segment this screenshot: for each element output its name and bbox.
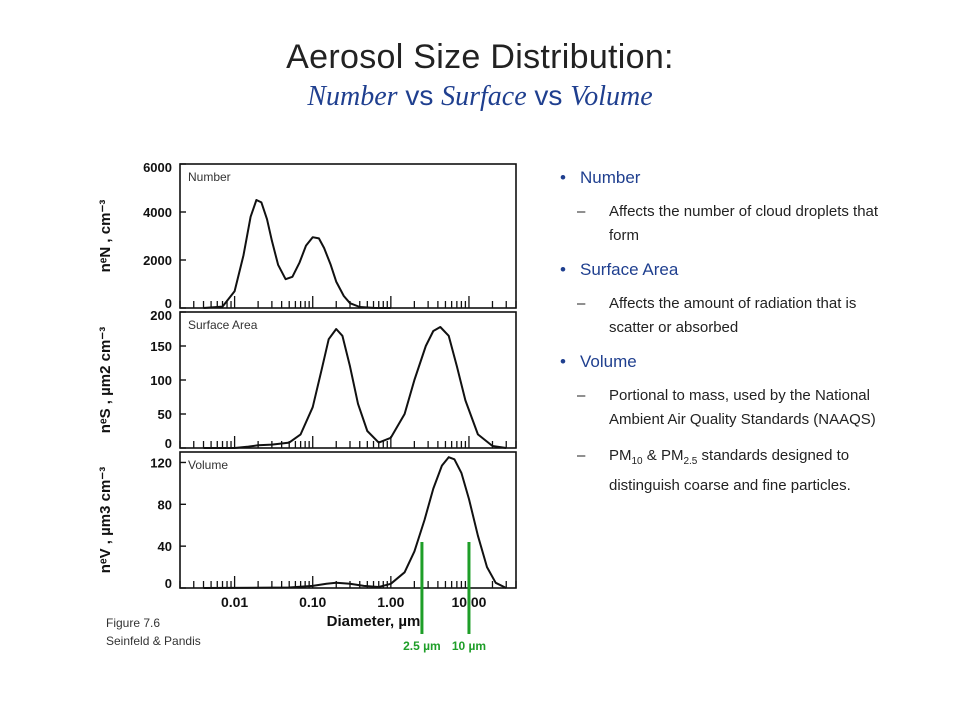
- page-title: Aerosol Size Distribution:: [286, 38, 674, 76]
- y-tick-label: 4000: [143, 205, 172, 220]
- y-tick-label: 0: [165, 296, 172, 311]
- y-tick-label: 2000: [143, 253, 172, 268]
- caption-line-2: Seinfeld & Pandis: [106, 634, 201, 648]
- page-subtitle: Number vs Surface vs Volume: [0, 80, 960, 113]
- y-tick-label: 100: [150, 373, 172, 388]
- pm-text-3: standards designed to distinguish coarse…: [609, 447, 851, 494]
- y-axis-label: nᵉN , cm⁻³: [97, 200, 114, 273]
- panel-label: Volume: [188, 458, 228, 472]
- bullet-volume: Volume: [560, 352, 890, 372]
- x-tick-label: 0.01: [221, 594, 248, 610]
- bullet-list: Number Affects the number of cloud dropl…: [560, 168, 890, 510]
- figure-caption: Figure 7.6 Seinfeld & Pandis: [106, 614, 201, 650]
- subtitle-surface: Surface: [441, 81, 527, 112]
- y-tick-label: 6000: [143, 160, 172, 175]
- sub-bullet-number: Affects the number of cloud droplets tha…: [577, 200, 890, 248]
- series-line-number: [203, 199, 391, 309]
- y-axis-label: nᵉV , µm3 cm⁻³: [97, 467, 114, 573]
- caption-line-1: Figure 7.6: [106, 616, 161, 630]
- subtitle-volume: Volume: [570, 81, 653, 112]
- pm25-subscript: 2.5: [683, 456, 698, 467]
- bullet-number: Number: [560, 168, 890, 188]
- panel-frame: [179, 163, 517, 309]
- y-tick-label: 0: [165, 576, 172, 591]
- y-tick-label: 120: [150, 455, 172, 470]
- panel-label: Number: [188, 170, 231, 184]
- subtitle-number: Number: [307, 81, 398, 112]
- y-tick-label: 150: [150, 339, 172, 354]
- panel-label: Surface Area: [188, 318, 258, 332]
- y-tick-label: 50: [158, 407, 172, 422]
- x-axis-label: Diameter, µm: [327, 613, 421, 630]
- bullet-surface-area: Surface Area: [560, 260, 890, 280]
- panel-frame: [179, 311, 517, 449]
- y-axis-label: nᵉS , µm2 cm⁻³: [97, 327, 114, 433]
- marker-label: 10 µm: [452, 639, 486, 653]
- y-tick-label: 200: [150, 308, 172, 323]
- pm-text-2: & PM: [642, 447, 684, 464]
- y-tick-label: 40: [158, 539, 172, 554]
- series-line-surface-area: [203, 326, 507, 449]
- sub-bullet-volume-mass: Portional to mass, used by the National …: [577, 384, 890, 432]
- sub-bullet-surface-area: Affects the amount of radiation that is …: [577, 292, 890, 340]
- panel-frame: [179, 451, 517, 589]
- x-tick-label: 0.10: [299, 594, 326, 610]
- pm10-subscript: 10: [631, 456, 643, 467]
- subtitle-vs-2: vs: [526, 80, 571, 111]
- y-tick-label: 80: [158, 497, 172, 512]
- y-tick-label: 0: [165, 436, 172, 451]
- x-tick-label: 1.00: [377, 594, 404, 610]
- sub-bullet-volume-pm: PM10 & PM2.5 standards designed to disti…: [577, 444, 890, 498]
- series-line-volume: [203, 456, 507, 589]
- pm-text-1: PM: [609, 447, 632, 464]
- subtitle-vs-1: vs: [397, 80, 442, 111]
- marker-label: 2.5 µm: [403, 639, 441, 653]
